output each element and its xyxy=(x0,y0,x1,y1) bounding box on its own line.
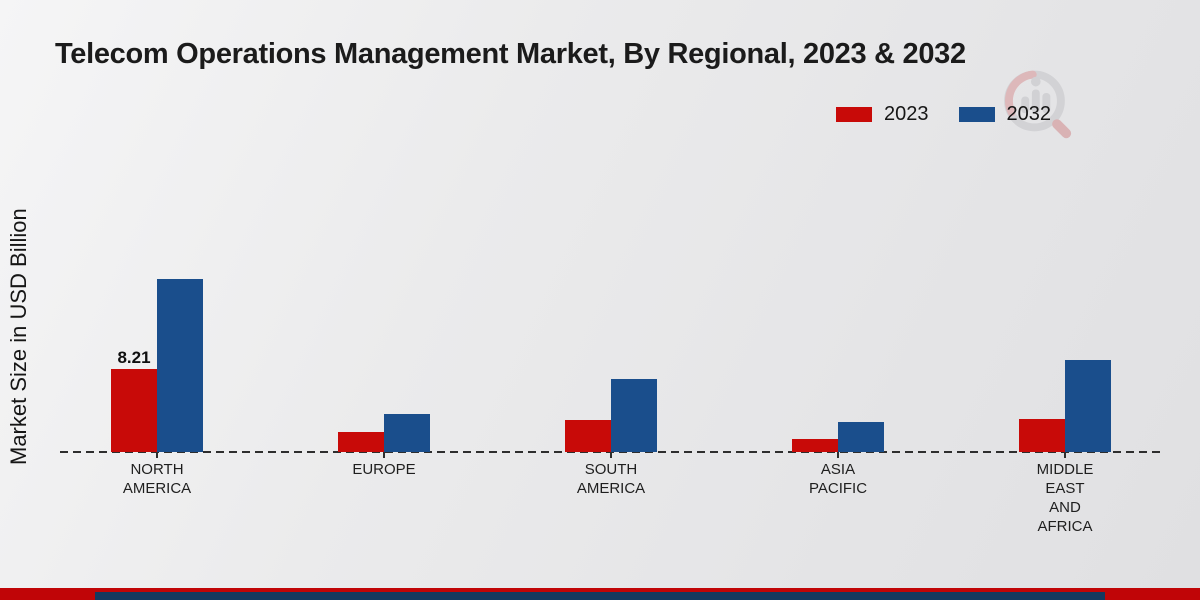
legend-item-2023[interactable]: 2023 xyxy=(836,103,929,126)
axis-tick xyxy=(610,452,612,458)
magnifier-bar-chart-logo-icon xyxy=(1004,70,1072,139)
bar-2023 xyxy=(565,420,611,452)
category-label: MIDDLE EAST AND AFRICA xyxy=(1036,461,1094,535)
footer-navy-strip xyxy=(95,592,1105,600)
bar-2032 xyxy=(611,379,657,452)
bar-2023 xyxy=(338,432,384,452)
bar-2023 xyxy=(792,439,838,452)
legend-label-2032: 2032 xyxy=(1006,103,1052,125)
legend-label-2023: 2023 xyxy=(884,103,929,125)
bar-2032 xyxy=(1065,360,1111,452)
bar-2032 xyxy=(157,279,203,452)
bar-2032 xyxy=(384,414,430,452)
bar-value-label: 8.21 xyxy=(117,348,151,367)
bar-2023 xyxy=(111,369,157,452)
category-label: EUROPE xyxy=(352,461,416,478)
legend-item-2032[interactable]: 2032 xyxy=(958,103,1052,126)
category-label: ASIA PACIFIC xyxy=(808,461,868,497)
legend-swatch-2023 xyxy=(836,107,872,122)
axis-tick xyxy=(383,452,385,458)
category-label: NORTH AMERICA xyxy=(122,461,192,497)
legend: 2023 2032 xyxy=(836,103,1051,126)
bar-2023 xyxy=(1019,419,1065,452)
category-label: SOUTH AMERICA xyxy=(576,461,646,497)
axis-tick xyxy=(156,452,158,458)
axis-tick xyxy=(837,452,839,458)
chart-title: Telecom Operations Management Market, By… xyxy=(55,38,966,70)
legend-swatch-2032 xyxy=(958,107,995,122)
bar-2032 xyxy=(838,422,884,452)
axis-tick xyxy=(1064,452,1066,458)
